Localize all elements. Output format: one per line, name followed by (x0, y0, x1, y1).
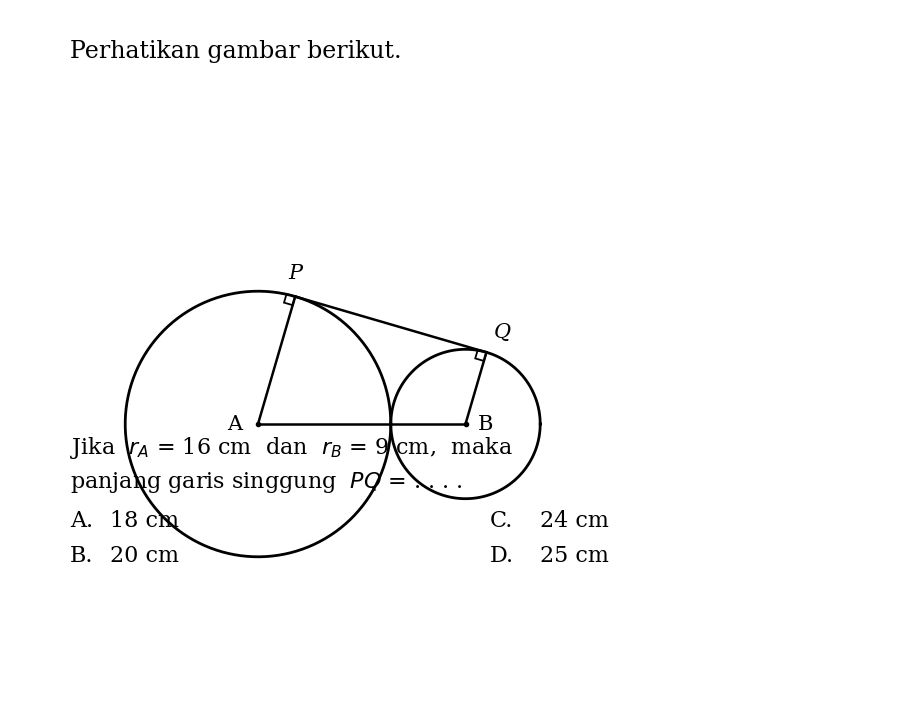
Text: Q: Q (494, 324, 511, 342)
Text: A.: A. (70, 510, 93, 532)
Text: 18 cm: 18 cm (110, 510, 179, 532)
Text: 20 cm: 20 cm (110, 545, 179, 567)
Text: Jika  $r_A$ = 16 cm  dan  $r_B$ = 9 cm,  maka: Jika $r_A$ = 16 cm dan $r_B$ = 9 cm, mak… (70, 435, 513, 461)
Text: C.: C. (490, 510, 513, 532)
Text: 24 cm: 24 cm (540, 510, 609, 532)
Text: D.: D. (490, 545, 514, 567)
Text: B: B (477, 415, 493, 434)
Text: B.: B. (70, 545, 93, 567)
Text: panjang garis singgung  $PQ$ = . . . .: panjang garis singgung $PQ$ = . . . . (70, 470, 463, 495)
Text: P: P (289, 264, 302, 282)
Text: Perhatikan gambar berikut.: Perhatikan gambar berikut. (70, 40, 401, 63)
Text: 25 cm: 25 cm (540, 545, 609, 567)
Text: A: A (227, 415, 242, 434)
